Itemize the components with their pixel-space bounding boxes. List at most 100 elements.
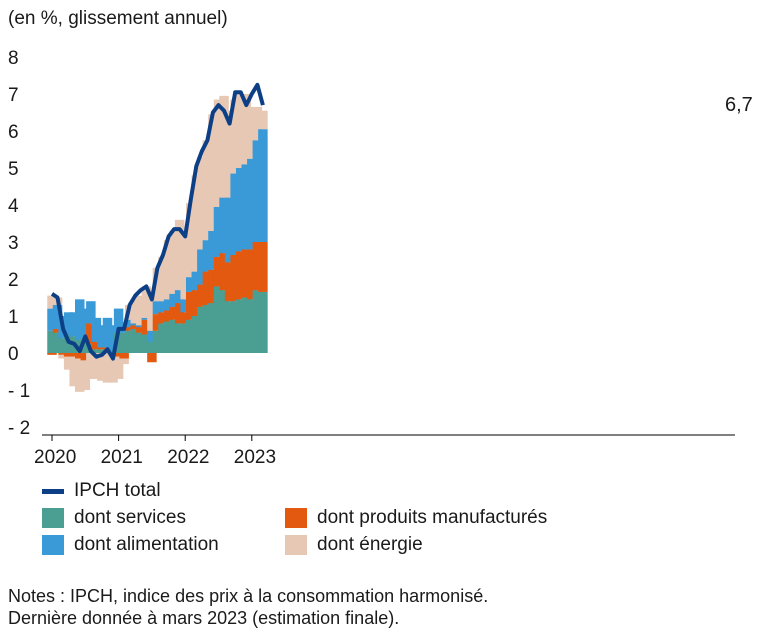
notes: Notes : IPCH, indice des prix à la conso… [8, 585, 488, 629]
chart-svg: (en %, glissement annuel) 8 7 6 5 4 3 2 1 0 - 1 - … [8, 8, 753, 468]
bar-segment [235, 94, 246, 168]
y-tick-label: 3 [8, 233, 19, 254]
bar-segment [213, 206, 224, 257]
bar-segment [152, 301, 163, 315]
bar-segment [180, 299, 190, 313]
bar-segment [191, 290, 202, 316]
bar-segment [252, 140, 263, 242]
y-tick-label: - 2 [8, 418, 30, 439]
legend-swatch-ipch [42, 488, 64, 494]
bar-segment [75, 358, 85, 392]
x-tick-label: 2023 [234, 447, 276, 468]
legend-label: dont énergie [317, 534, 423, 555]
bar-segment [247, 299, 257, 353]
bar-segment [141, 286, 152, 318]
bar-segment [86, 353, 96, 379]
bar-segment [202, 304, 213, 353]
legend-label: dont services [74, 507, 186, 528]
bar-segment [213, 286, 224, 353]
bar-segment [130, 323, 140, 326]
legend-item-ipch: IPCH total [42, 480, 161, 502]
bar-segment [136, 295, 146, 326]
bar-segment [258, 129, 268, 242]
bar-segment [224, 197, 235, 263]
bar-segment [197, 249, 207, 285]
bar-segment [130, 328, 140, 353]
legend-item-services: dont services [42, 507, 186, 529]
chart-subtitle: (en %, glissement annuel) [8, 8, 228, 29]
bar-segment [141, 317, 152, 320]
bar-segment [152, 314, 163, 331]
y-tick-label: 2 [8, 270, 19, 291]
ipch-total-line [50, 82, 265, 361]
bar-segment [163, 321, 174, 353]
bar-segment [247, 106, 257, 159]
bar-segment [47, 295, 57, 309]
y-tick-label: 7 [8, 85, 19, 106]
bar-segment [219, 95, 229, 198]
bar-segment [136, 325, 146, 328]
bar-segment [80, 353, 91, 361]
y-tick-label: 4 [8, 196, 19, 217]
x-tick-label: 2022 [167, 447, 209, 468]
bar-segment [119, 358, 129, 365]
y-tick-label: 1 [8, 307, 19, 328]
bar-segment [169, 319, 179, 353]
bar-segment [69, 356, 79, 387]
bar-segment [258, 291, 268, 353]
bar-segment [58, 353, 68, 355]
bar-segment [191, 175, 202, 272]
bar-segment [230, 173, 240, 255]
bar-segment [169, 230, 179, 294]
bar-segment [247, 249, 257, 300]
bar-segment [75, 353, 85, 359]
bar-segment [247, 158, 257, 250]
bar-segment [191, 271, 202, 291]
bar-segment [224, 301, 235, 353]
bar-segment [141, 334, 152, 353]
bar-segment [174, 290, 185, 304]
y-tick-label: 0 [8, 344, 19, 365]
y-tick-label: 8 [8, 48, 19, 69]
legend-label: dont alimentation [74, 534, 219, 555]
bar-segment [158, 323, 168, 353]
bar-segment [241, 297, 251, 353]
bar-segment [63, 353, 74, 357]
y-axis: 8 7 6 5 4 3 2 1 0 - 1 - 2 [8, 48, 30, 439]
bar-segment [63, 312, 74, 335]
bar-segment [124, 319, 135, 328]
bar-segment [97, 349, 107, 353]
bar-segment [147, 341, 157, 353]
bar-segment [235, 251, 246, 300]
bar-segment [136, 332, 146, 353]
bar-segment [169, 306, 179, 320]
bar-segment [91, 341, 102, 350]
legend-item-alimentation: dont alimentation [42, 534, 219, 556]
note-line: Notes : IPCH, indice des prix à la conso… [8, 586, 489, 606]
bar-segment [58, 354, 68, 359]
bar-segment [141, 319, 152, 335]
bar-segment [197, 306, 207, 353]
bar-segment [241, 164, 251, 250]
bar-segment [91, 353, 102, 379]
bar-segment [80, 360, 91, 390]
bar-segment [152, 267, 163, 302]
legend: IPCH total dont services dont alimentati… [42, 480, 602, 560]
bar-segment [75, 299, 85, 341]
bar-segment [186, 277, 196, 292]
bar-segment [241, 249, 251, 298]
bar-segment [130, 299, 140, 324]
bar-segment [235, 168, 246, 252]
bar-segment [202, 140, 213, 241]
bar-segment [113, 353, 124, 357]
bar-segment [47, 330, 57, 353]
bar-segment [80, 338, 91, 353]
bars [47, 94, 268, 392]
bar-segment [163, 310, 174, 322]
bar-segment [108, 325, 118, 352]
bar-segment [180, 323, 190, 353]
bar-segment [230, 254, 240, 302]
bar-segment [208, 114, 218, 231]
bar-segment [152, 330, 163, 353]
